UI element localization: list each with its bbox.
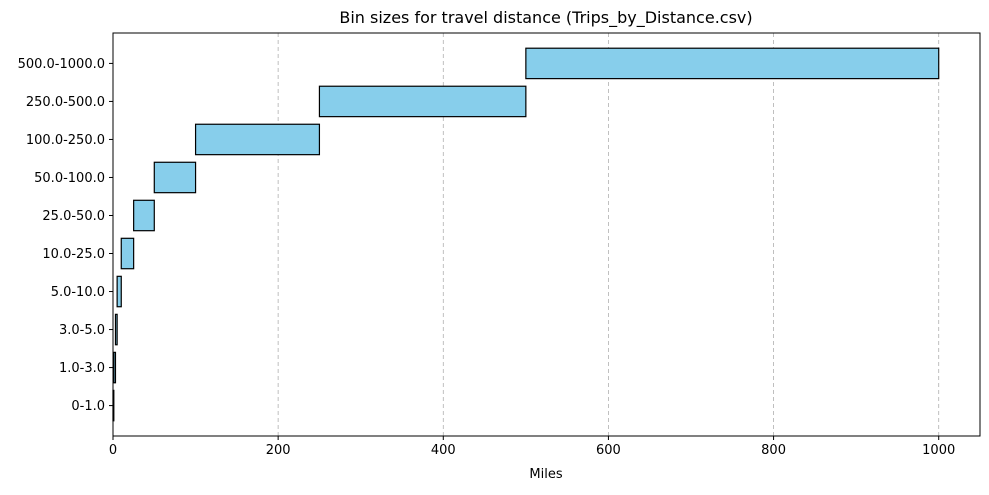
bar (113, 351, 117, 384)
y-tick-label: 500.0-1000.0 (18, 57, 105, 72)
bars (112, 47, 940, 422)
bar (116, 275, 122, 308)
y-tick-label: 25.0-50.0 (42, 209, 105, 224)
bar (318, 85, 527, 118)
y-tick-label: 10.0-25.0 (42, 247, 105, 262)
y-tick-label: 1.0-3.0 (59, 361, 105, 376)
x-tick-label: 200 (266, 443, 291, 458)
bar (194, 123, 321, 156)
x-tick-label: 800 (761, 443, 786, 458)
y-tick-label: 3.0-5.0 (59, 323, 105, 338)
bar (153, 161, 197, 194)
bar (114, 313, 118, 346)
y-tick-label: 50.0-100.0 (34, 171, 105, 186)
x-axis-label: Miles (529, 467, 562, 482)
x-tick-label: 400 (431, 443, 456, 458)
bar (133, 199, 155, 232)
bar (525, 47, 940, 80)
y-tick-label: 100.0-250.0 (26, 133, 105, 148)
x-tick-label: 1000 (922, 443, 955, 458)
chart-title: Bin sizes for travel distance (Trips_by_… (339, 8, 752, 28)
x-tick-label: 600 (596, 443, 621, 458)
y-tick-label: 5.0-10.0 (51, 285, 105, 300)
plot-frame (112, 32, 981, 437)
axes: 0 200 400 600 800 1000 0-1.0 1.0-3.0 3.0-5.0 5.0-… (18, 32, 981, 458)
x-tick-label: 0 (109, 443, 117, 458)
y-tick-label: 250.0-500.0 (26, 95, 105, 110)
y-tick-label: 0-1.0 (71, 399, 105, 414)
bar (120, 237, 135, 270)
